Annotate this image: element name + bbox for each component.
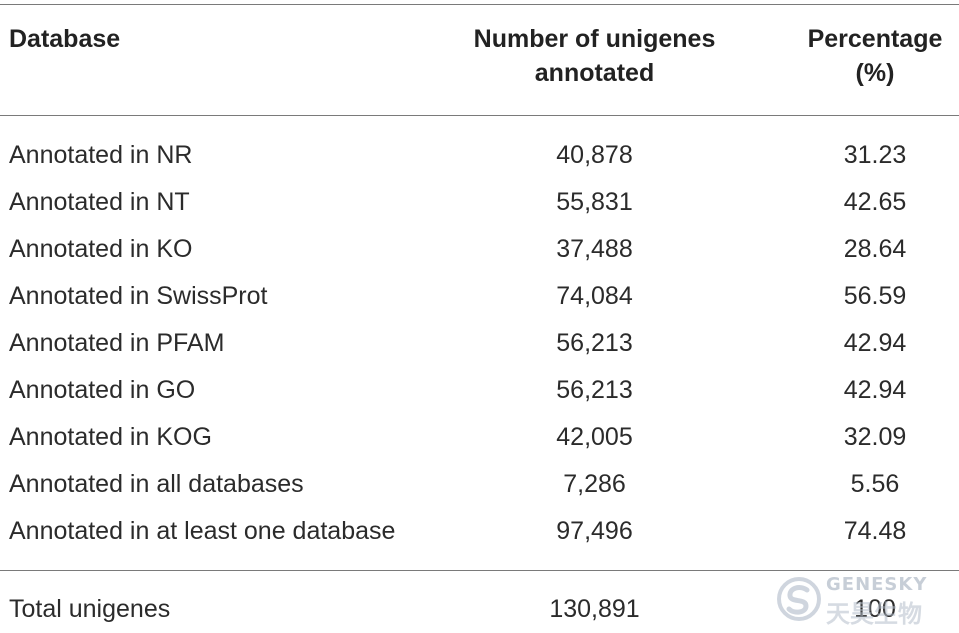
total-divider-rule — [0, 570, 959, 571]
cell-unigenes: 55,831 — [556, 188, 633, 216]
cell-percentage: 42.94 — [843, 376, 907, 404]
header-divider-rule — [0, 115, 959, 116]
cell-unigenes: 130,891 — [549, 595, 640, 623]
cell-database: Annotated in PFAM — [9, 329, 225, 357]
table-row: Annotated in NT 55,831 42.65 — [0, 179, 959, 226]
cell-percentage: 100 — [854, 595, 896, 623]
table-row: Annotated in KOG 42,005 32.09 — [0, 414, 959, 461]
cell-database: Annotated in GO — [9, 376, 196, 404]
cell-unigenes: 37,488 — [556, 235, 633, 263]
genesky-watermark: GENESKY 天昊生物 — [776, 574, 956, 628]
cell-unigenes: 40,878 — [556, 141, 633, 169]
cell-database: Total unigenes — [9, 595, 171, 623]
table-row: Annotated in NR 40,878 31.23 — [0, 132, 959, 179]
cell-percentage: 5.56 — [850, 470, 900, 498]
cell-unigenes: 56,213 — [556, 376, 633, 404]
header-database-label: Database — [9, 25, 121, 53]
cell-percentage: 31.23 — [843, 141, 907, 169]
table-top-rule — [0, 4, 959, 5]
header-database: Database — [9, 22, 120, 56]
header-percentage: Percentage (%) — [790, 22, 959, 90]
total-row: Total unigenes 130,891 100 — [0, 586, 959, 633]
table-row: Annotated in SwissProt 74,084 56.59 — [0, 273, 959, 320]
cell-percentage: 28.64 — [843, 235, 907, 263]
cell-database: Annotated in SwissProt — [9, 282, 268, 310]
watermark-brand-en: GENESKY — [826, 574, 928, 595]
table-row: Annotated in KO 37,488 28.64 — [0, 226, 959, 273]
cell-unigenes: 7,286 — [563, 470, 626, 498]
cell-percentage: 32.09 — [843, 423, 907, 451]
cell-percentage: 42.94 — [843, 329, 907, 357]
table-row: Annotated in at least one database 97,49… — [0, 508, 959, 555]
cell-percentage: 56.59 — [843, 282, 907, 310]
table-row: Annotated in PFAM 56,213 42.94 — [0, 320, 959, 367]
cell-percentage: 42.65 — [843, 188, 907, 216]
watermark-brand-cn: 天昊生物 — [826, 600, 922, 628]
header-unigenes-line1: Number of unigenes — [473, 25, 716, 53]
genesky-logo-icon — [777, 577, 821, 621]
cell-database: Annotated in NT — [9, 188, 190, 216]
header-unigenes: Number of unigenes annotated — [448, 22, 741, 90]
cell-unigenes: 74,084 — [556, 282, 633, 310]
header-percentage-line2: (%) — [855, 59, 895, 87]
table-row: Annotated in GO 56,213 42.94 — [0, 367, 959, 414]
cell-database: Annotated in KO — [9, 235, 193, 263]
cell-unigenes: 42,005 — [556, 423, 633, 451]
header-unigenes-line2: annotated — [534, 59, 655, 87]
cell-database: Annotated in NR — [9, 141, 193, 169]
table-row: Annotated in all databases 7,286 5.56 — [0, 461, 959, 508]
cell-percentage: 74.48 — [843, 517, 907, 545]
cell-database: Annotated in KOG — [9, 423, 212, 451]
cell-unigenes: 97,496 — [556, 517, 633, 545]
cell-database: Annotated in all databases — [9, 470, 304, 498]
cell-database: Annotated in at least one database — [9, 517, 396, 545]
cell-unigenes: 56,213 — [556, 329, 633, 357]
header-percentage-line1: Percentage — [807, 25, 943, 53]
